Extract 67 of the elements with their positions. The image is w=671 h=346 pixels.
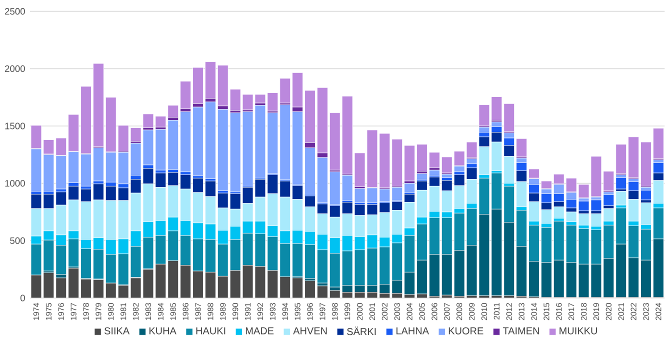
x-tick-label: 2012: [506, 303, 512, 320]
x-tick-label: 1997: [320, 303, 326, 320]
x-tick-label: 1994: [282, 302, 288, 320]
x-tick-label: 1979: [96, 303, 102, 320]
legend-label: HAUKI: [196, 327, 226, 334]
x-tick-label: 2022: [630, 303, 636, 320]
legend-label: MADE: [246, 327, 274, 334]
x-tick-label: 1980: [108, 303, 114, 320]
x-tick-label: 1986: [182, 303, 188, 320]
x-tick-label: 1996: [307, 303, 313, 320]
x-tick-label: 2021: [618, 303, 624, 320]
x-tick-label: 2006: [432, 303, 438, 320]
x-tick-label: 2009: [468, 303, 475, 320]
x-tick-label: 2014: [531, 302, 537, 320]
x-tick-label: 2015: [544, 303, 550, 320]
x-tick-label: 1990: [232, 303, 238, 320]
x-tick-label: 1982: [132, 303, 139, 320]
legend-label: KUORE: [448, 327, 484, 334]
x-tick-label: 1988: [208, 303, 214, 320]
x-tick-label: 1993: [270, 303, 276, 320]
x-tick-label: 2000: [356, 303, 363, 320]
x-tick-label: 1998: [332, 303, 338, 320]
legend-label: LAHNA: [396, 327, 429, 334]
x-tick-label: 1989: [220, 303, 226, 320]
x-tick-label: 2017: [568, 303, 574, 320]
x-tick-label: 2010: [481, 303, 488, 320]
x-tick-label: 2024: [656, 302, 662, 320]
x-tick-label: 1977: [70, 303, 76, 320]
x-tick-label: 1981: [120, 303, 126, 320]
x-tick-label: 1991: [244, 303, 251, 320]
x-tick-label: 1984: [158, 302, 164, 320]
x-tick-label: 2007: [444, 303, 450, 320]
y-tick-label: 1500: [5, 122, 25, 130]
legend-label: AHVEN: [293, 327, 327, 334]
legend-label: TAIMEN: [502, 327, 539, 334]
x-tick-label: 2001: [369, 303, 376, 320]
x-tick-label: 1983: [145, 303, 152, 320]
x-tick-label: 1987: [195, 303, 201, 320]
x-tick-label: 1985: [170, 303, 176, 320]
x-tick-label: 2016: [556, 303, 562, 320]
x-tick-label: 2011: [494, 303, 500, 320]
x-tick-label: 2004: [406, 302, 412, 320]
x-tick-label: 2003: [394, 303, 400, 320]
y-tick-label: 0: [20, 294, 25, 302]
x-tick-label: 2013: [518, 303, 524, 320]
x-tick-label: 1999: [344, 303, 350, 320]
legend-label: SIIKA: [104, 327, 130, 334]
x-tick-label: 2002: [382, 303, 388, 320]
legend-label: SÄRKI: [347, 326, 376, 336]
x-tick-label: 2008: [456, 303, 462, 320]
y-tick-label: 2500: [5, 8, 25, 15]
x-tick-label: 1992: [257, 303, 264, 320]
x-tick-label: 2005: [419, 303, 425, 320]
legend-label: KUHA: [149, 327, 176, 334]
y-tick-label: 1000: [5, 180, 25, 187]
x-tick-label: 1978: [83, 303, 89, 320]
x-tick-label: 1995: [294, 303, 300, 320]
x-tick-label: 1976: [58, 303, 64, 320]
x-tick-label: 2023: [643, 303, 649, 320]
y-tick-label: 2000: [5, 65, 25, 72]
y-tick-label: 500: [10, 237, 25, 244]
x-tick-label: 2020: [606, 303, 612, 320]
x-tick-label: 2019: [593, 303, 600, 320]
x-tick-label: 1975: [46, 303, 52, 320]
x-tick-label: 1974: [33, 302, 40, 320]
x-tick-label: 2018: [580, 303, 587, 320]
legend-label: MUIKKU: [560, 327, 597, 334]
